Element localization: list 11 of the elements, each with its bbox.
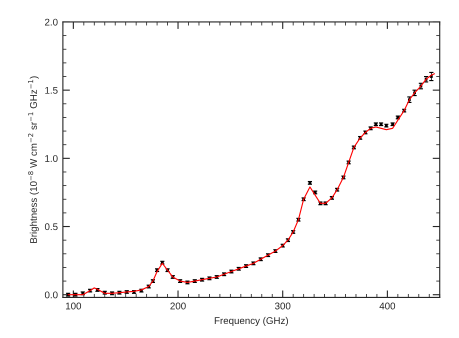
text: Brightness (10$^{−8}$ W cm$^{−2}$ sr$^{−1}$ GHz$^{−1}$) [28,76,39,243]
y-tick-label: 1.5 [45,86,58,94]
y-tick-label: 2.0 [44,18,58,26]
x-tick-label: 100 [66,302,82,310]
x-axis-title: Frequency (GHz) [214,316,288,326]
y-tick-label: 0.5 [44,223,58,230]
x-tick-label: 200 [170,302,186,310]
x-tick-label: 300 [274,302,290,310]
y-tick-label: 0.0 [44,291,58,298]
x-tick-label: 400 [379,302,396,310]
y-tick-label: 1.0 [45,155,58,162]
